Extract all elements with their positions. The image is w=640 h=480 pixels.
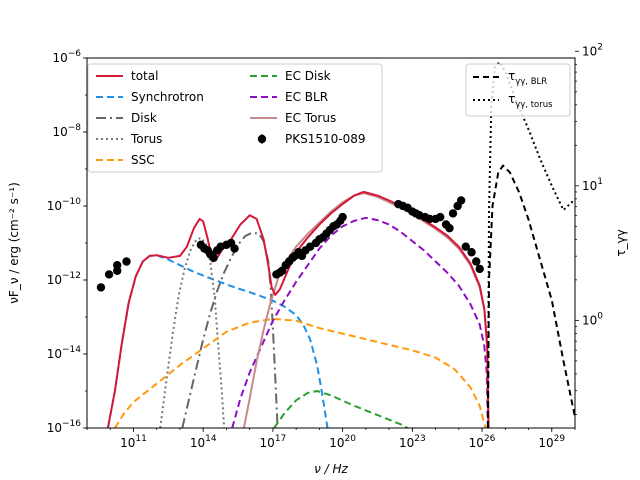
legend-item-torus: Torus [96,132,162,146]
legend-item-data: PKS1510-089 [257,132,366,146]
legend-label: SSC [131,153,155,167]
legend-label: EC BLR [285,90,328,104]
y-tick-label: 10−14 [47,345,82,361]
observation-point [425,214,434,224]
y-tick-label: 10−8 [52,123,81,139]
legend-item-tau-torus: τγγ, torus [473,92,553,110]
legend-label: Disk [131,111,157,125]
y2-axis-label: τ_γγ [614,229,628,256]
legend-label: EC Disk [285,69,331,83]
x-tick-label: 1026 [469,434,496,450]
x-axis-label: ν / Hz [314,462,348,476]
x-tick-label: 1023 [399,434,426,450]
series-ec-torus-line [242,192,490,428]
observation-point [338,212,347,222]
legend-item-ec-blr: EC BLR [250,90,328,104]
series-tau-blr-line [486,164,575,428]
y2-axis-ticks: 100 101 102 [575,42,603,415]
legend-right: τγγ, BLR τγγ, torus [465,63,571,117]
series-ec-disk-line [273,390,409,428]
x-tick-label: 1029 [538,434,565,450]
y-tick-label: 10−12 [47,271,81,287]
legend-left-box [87,63,383,173]
y-tick-label: 10−16 [47,419,82,435]
series-total-line [106,190,490,428]
legend-item-synchrotron: Synchrotron [96,90,204,104]
legend-label: PKS1510-089 [285,132,366,146]
legend-item-disk: Disk [96,111,157,125]
x-tick-label: 1020 [329,434,356,450]
observation-point [104,270,114,279]
legend-label: Torus [130,132,162,146]
chart-observations [96,196,484,292]
y2-tick-label: 100 [582,311,603,327]
observation-point [230,244,239,253]
observation-point [113,266,122,275]
observation-point [448,209,458,218]
series-ssc-line [114,317,487,428]
legend-item-ec-disk: EC Disk [250,69,331,83]
legend-item-ssc: SSC [96,153,155,167]
series-disk-line [181,231,279,428]
legend-label: Synchrotron [131,90,204,104]
observation-point [467,248,476,257]
y-tick-label: 10−10 [47,197,82,213]
x-tick-label: 1014 [190,434,217,450]
observation-point [472,257,481,266]
observation-point [461,242,470,251]
legend-label: τγγ, BLR [508,69,547,87]
legend-item-tau-blr: τγγ, BLR [473,69,547,87]
x-tick-label: 1011 [120,434,147,450]
observation-point [445,224,454,233]
legend-label: τγγ, torus [508,92,553,110]
y2-tick-label: 101 [582,177,603,193]
observation-point [475,264,484,274]
observation-point [436,212,445,222]
y2-tick-label: 102 [582,42,603,58]
legend-label: total [131,69,158,83]
legend-left: total Synchrotron Disk Torus SSC EC Disk EC BL… [87,63,383,173]
legend-item-total: total [96,69,158,83]
observation-point [122,257,131,266]
x-tick-label: 1017 [260,434,287,450]
legend-item-ec-torus: EC Torus [250,111,336,125]
y-tick-label: 10−6 [52,49,81,65]
observation-point [96,283,106,292]
y-axis-label: νF_ν / erg (cm⁻² s⁻¹) [7,182,21,304]
observation-point [456,196,466,205]
y-axis-ticks: 10−16 10−14 10−12 10−10 10−8 10−6 [47,49,87,435]
legend-right-box [465,63,571,117]
observation-point [209,253,218,262]
legend-marker-point [257,134,267,144]
x-axis-ticks: 1011 1014 1017 1020 1023 1026 1029 [86,428,576,450]
legend-label: EC Torus [285,111,336,125]
